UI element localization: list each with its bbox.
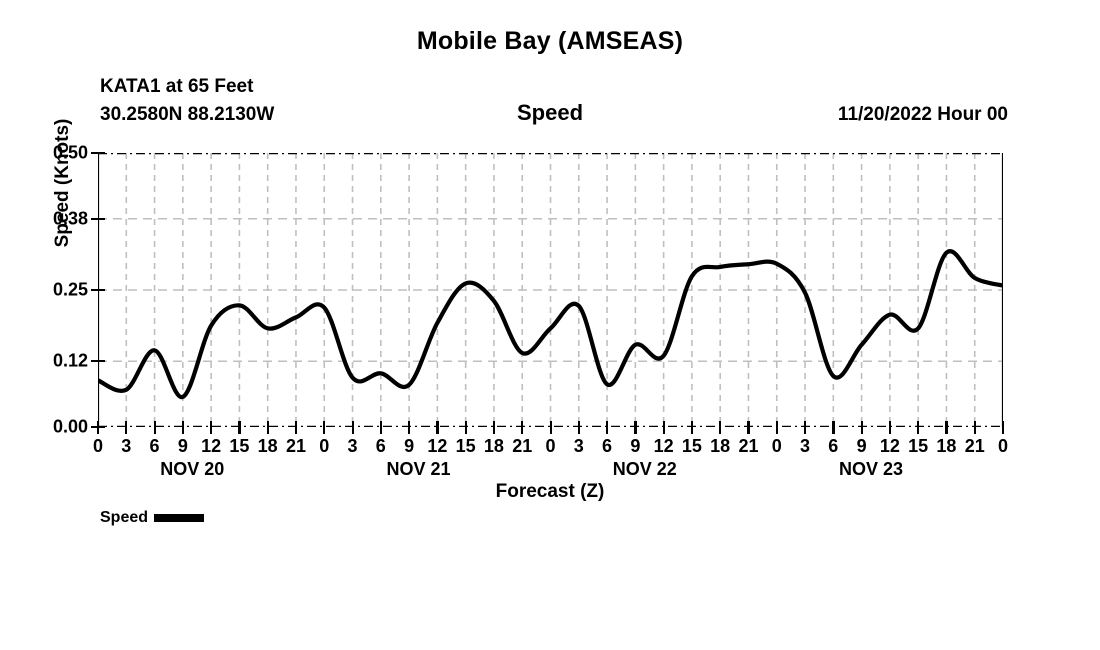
x-axis-tick-label: 3 [347, 436, 358, 456]
x-axis-tick-mark [125, 421, 128, 434]
x-axis-tick-label: 21 [964, 436, 985, 456]
speed-line-chart [98, 153, 1003, 427]
x-axis-tick-mark [521, 421, 524, 434]
x-axis-tick-mark [606, 421, 609, 434]
x-axis-tick-mark [210, 421, 213, 434]
x-axis-tick-label: 9 [404, 436, 415, 456]
x-axis-tick-label: 12 [201, 436, 222, 456]
x-axis-tick-label: 15 [455, 436, 476, 456]
x-axis-tick-mark [436, 421, 439, 434]
x-axis-tick-label: 6 [602, 436, 613, 456]
x-axis-tick-mark [266, 421, 269, 434]
x-axis-tick-mark [860, 421, 863, 434]
x-axis-tick-label: 12 [653, 436, 674, 456]
x-axis-tick-label: 3 [573, 436, 584, 456]
x-axis-tick-mark [917, 421, 920, 434]
x-axis-tick-mark [492, 421, 496, 434]
x-axis-tick-label: 15 [229, 436, 250, 456]
coordinates-label: 30.2580N 88.2130W [100, 104, 275, 125]
x-axis-tick-label: 18 [710, 436, 731, 456]
y-axis-tick-label: 0.12 [52, 350, 88, 371]
x-axis-tick-label: 18 [257, 436, 278, 456]
x-axis-tick-label: 0 [771, 436, 782, 456]
x-axis-tick-mark [238, 421, 241, 434]
x-axis-tick-mark [662, 421, 665, 434]
x-axis-tick-mark [832, 421, 835, 434]
x-axis-tick-label: 3 [121, 436, 132, 456]
x-axis-tick-mark [549, 421, 552, 434]
x-axis-tick-label: 21 [738, 436, 759, 456]
x-axis-tick-mark [408, 421, 411, 434]
series-line-speed [98, 251, 1003, 397]
x-axis-tick-mark [634, 421, 637, 434]
chart-subtitle: Speed [516, 100, 584, 125]
y-axis-tick-mark [91, 289, 105, 292]
legend: Speed [100, 509, 205, 527]
x-axis-tick-mark [973, 421, 976, 434]
x-axis-tick-label: 0 [997, 436, 1008, 456]
x-axis-tick-mark [153, 421, 156, 434]
x-axis-tick-mark [379, 421, 382, 434]
x-axis-tick-label: 21 [285, 436, 306, 456]
x-axis-tick-mark [1002, 421, 1005, 434]
x-axis-tick-mark [719, 421, 722, 434]
x-axis-tick-mark [888, 421, 892, 434]
y-axis-tick-mark [91, 360, 105, 363]
x-axis-title: Forecast (Z) [495, 481, 605, 502]
x-axis-tick-label: 15 [908, 436, 929, 456]
x-axis-tick-label: 0 [319, 436, 330, 456]
y-axis-tick-label: 0.50 [52, 142, 88, 163]
y-axis-tick-mark [91, 217, 105, 220]
x-axis-tick-mark [97, 421, 100, 434]
x-axis-tick-mark [577, 421, 580, 434]
forecast-issued-label: 11/20/2022 Hour 00 [837, 104, 1008, 125]
y-axis-tick-label: 0.25 [52, 279, 88, 300]
y-axis-title: Speed (Knots) [52, 118, 73, 248]
x-axis-tick-label: 9 [177, 436, 188, 456]
x-axis-tick-label: 0 [92, 436, 103, 456]
x-axis-tick-label: 6 [149, 436, 160, 456]
x-axis-tick-label: 12 [427, 436, 448, 456]
x-axis-tick-mark [747, 421, 750, 434]
legend-swatch-speed [154, 514, 205, 522]
x-axis-day-label: NOV 21 [386, 459, 451, 479]
page-title-top: Mobile Bay (AMSEAS) [416, 27, 684, 55]
x-axis-tick-label: 6 [828, 436, 839, 456]
y-axis-tick-label: 0.00 [52, 416, 88, 437]
x-axis-day-label: NOV 20 [160, 459, 225, 479]
x-axis-tick-label: 3 [800, 436, 811, 456]
x-axis-day-label: NOV 23 [839, 459, 904, 479]
x-axis-tick-label: 12 [879, 436, 900, 456]
x-axis-tick-label: 6 [375, 436, 386, 456]
x-axis-tick-mark [775, 421, 778, 434]
x-axis-tick-mark [804, 421, 807, 434]
x-axis-tick-mark [294, 421, 298, 434]
x-axis-tick-mark [690, 421, 694, 434]
plot-area [98, 153, 1003, 427]
x-axis-day-label: NOV 22 [612, 459, 677, 479]
x-axis-tick-mark [464, 421, 467, 434]
x-axis-tick-label: 9 [856, 436, 867, 456]
x-axis-tick-label: 18 [483, 436, 504, 456]
y-axis-tick-label: 0.38 [52, 208, 88, 229]
x-axis-tick-mark [351, 421, 354, 434]
x-axis-tick-label: 21 [512, 436, 533, 456]
x-axis-tick-mark [945, 421, 948, 434]
y-axis-tick-mark [91, 152, 105, 155]
x-axis-tick-mark [181, 421, 185, 434]
x-axis-tick-label: 18 [936, 436, 957, 456]
station-label: KATA1 at 65 Feet [100, 76, 254, 97]
legend-label: Speed [100, 509, 149, 526]
x-axis-tick-mark [323, 421, 326, 434]
x-axis-tick-label: 9 [630, 436, 641, 456]
x-axis-tick-label: 0 [545, 436, 556, 456]
x-axis-tick-label: 15 [681, 436, 702, 456]
